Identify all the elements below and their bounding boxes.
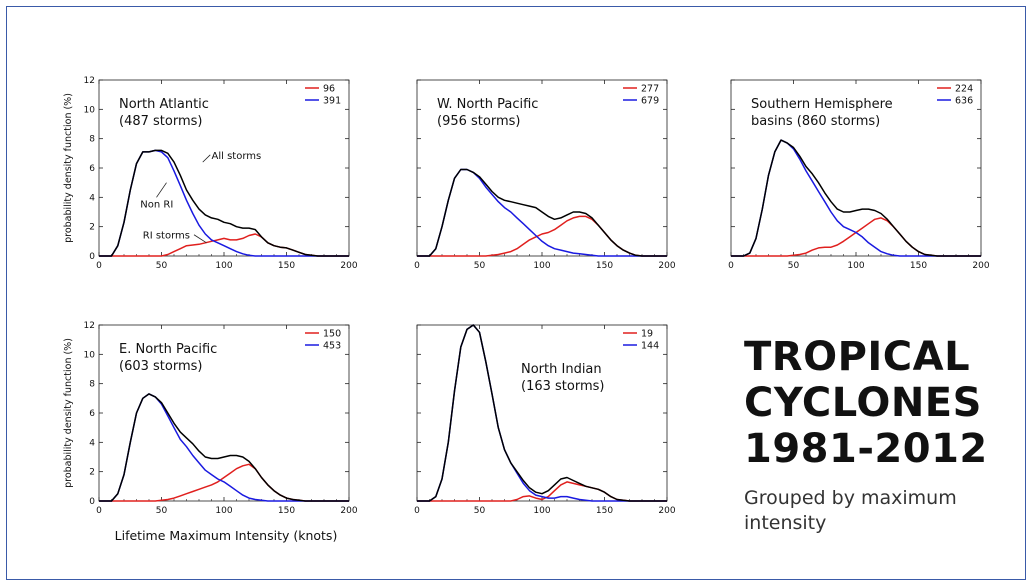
x-tick-label: 150 <box>910 261 927 271</box>
y-tick-label: 12 <box>84 76 95 86</box>
y-tick-label: 2 <box>89 223 95 233</box>
annotation-leader <box>193 234 207 244</box>
x-tick-label: 200 <box>340 506 357 516</box>
x-tick-label: 100 <box>533 261 550 271</box>
x-tick-label: 50 <box>156 506 168 516</box>
x-tick-label: 150 <box>278 261 295 271</box>
x-tick-label: 50 <box>474 506 486 516</box>
x-tick-label: 50 <box>156 261 168 271</box>
annotation-all-storms: All storms <box>212 151 262 162</box>
x-tick-label: 0 <box>728 261 734 271</box>
y-tick-label: 6 <box>89 409 95 419</box>
x-tick-label: 150 <box>596 261 613 271</box>
y-tick-label: 12 <box>84 321 95 331</box>
x-tick-label: 100 <box>215 261 232 271</box>
legend-label-nonri: 391 <box>323 96 341 107</box>
plot-frame <box>416 324 668 502</box>
x-tick-label: 0 <box>96 261 102 271</box>
y-axis-label-bottom: probability density function (%) <box>63 338 74 488</box>
x-tick-label: 150 <box>278 506 295 516</box>
storm-count: (603 storms) <box>119 359 202 374</box>
y-tick-label: 6 <box>89 164 95 174</box>
storm-count: (163 storms) <box>521 379 604 394</box>
storm-count: basins (860 storms) <box>751 114 880 129</box>
y-tick-label: 2 <box>89 468 95 478</box>
series-nonri-line <box>99 393 349 502</box>
y-tick-label: 0 <box>89 497 95 507</box>
series-all-line <box>417 168 667 257</box>
annotation-ri-storms: RI storms <box>143 231 190 242</box>
basin-name: North Atlantic <box>119 97 209 112</box>
figure-frame <box>6 6 1026 580</box>
title-block: TROPICAL CYCLONES 1981-2012 Grouped by m… <box>744 334 988 536</box>
y-tick-label: 4 <box>89 438 95 448</box>
storm-count: (956 storms) <box>437 114 520 129</box>
x-tick-label: 100 <box>847 261 864 271</box>
x-axis-label: Lifetime Maximum Intensity (knots) <box>115 528 338 543</box>
title-line-3: 1981-2012 <box>744 426 988 472</box>
x-tick-label: 50 <box>788 261 800 271</box>
series-ri-line <box>417 215 667 257</box>
legend-label-ri: 19 <box>641 329 653 340</box>
title-line-2: CYCLONES <box>744 380 982 426</box>
legend-label-nonri: 636 <box>955 96 973 107</box>
series-ri-line <box>731 217 981 257</box>
annotation-leader <box>156 182 167 198</box>
y-axis-label-top: probability density function (%) <box>63 93 74 243</box>
subtitle: Grouped by maximum intensity <box>744 487 957 534</box>
storm-count: (487 storms) <box>119 114 202 129</box>
legend-label-ri: 277 <box>641 84 659 95</box>
y-tick-label: 4 <box>89 193 95 203</box>
basin-name: Southern Hemisphere <box>751 97 893 112</box>
x-tick-label: 100 <box>533 506 550 516</box>
annotation-leader <box>202 154 211 163</box>
y-tick-label: 10 <box>84 105 96 115</box>
series-all-line <box>417 324 667 502</box>
series-all-line <box>99 149 349 257</box>
basin-name: W. North Pacific <box>437 97 538 112</box>
x-tick-label: 200 <box>658 506 675 516</box>
basin-name: North Indian <box>521 362 602 377</box>
legend-label-nonri: 144 <box>641 341 659 352</box>
legend-label-ri: 150 <box>323 329 341 340</box>
y-tick-label: 10 <box>84 350 96 360</box>
x-tick-label: 0 <box>96 506 102 516</box>
x-tick-label: 100 <box>215 506 232 516</box>
series-nonri-line <box>417 324 667 502</box>
basin-name: E. North Pacific <box>119 342 217 357</box>
x-tick-label: 200 <box>658 261 675 271</box>
title-line-1: TROPICAL <box>744 334 971 380</box>
annotation-non-ri: Non RI <box>140 199 173 210</box>
legend-label-ri: 224 <box>955 84 973 95</box>
y-tick-label: 8 <box>89 135 95 145</box>
x-tick-label: 200 <box>340 261 357 271</box>
legend-label-ri: 96 <box>323 84 335 95</box>
y-tick-label: 8 <box>89 380 95 390</box>
x-tick-label: 0 <box>414 261 420 271</box>
x-tick-label: 50 <box>474 261 486 271</box>
x-tick-label: 0 <box>414 506 420 516</box>
legend-label-nonri: 679 <box>641 96 659 107</box>
series-all-line <box>731 139 981 257</box>
series-all-line <box>99 393 349 502</box>
x-tick-label: 200 <box>972 261 989 271</box>
series-nonri-line <box>731 139 981 257</box>
y-tick-label: 0 <box>89 252 95 262</box>
legend-label-nonri: 453 <box>323 341 341 352</box>
x-tick-label: 150 <box>596 506 613 516</box>
